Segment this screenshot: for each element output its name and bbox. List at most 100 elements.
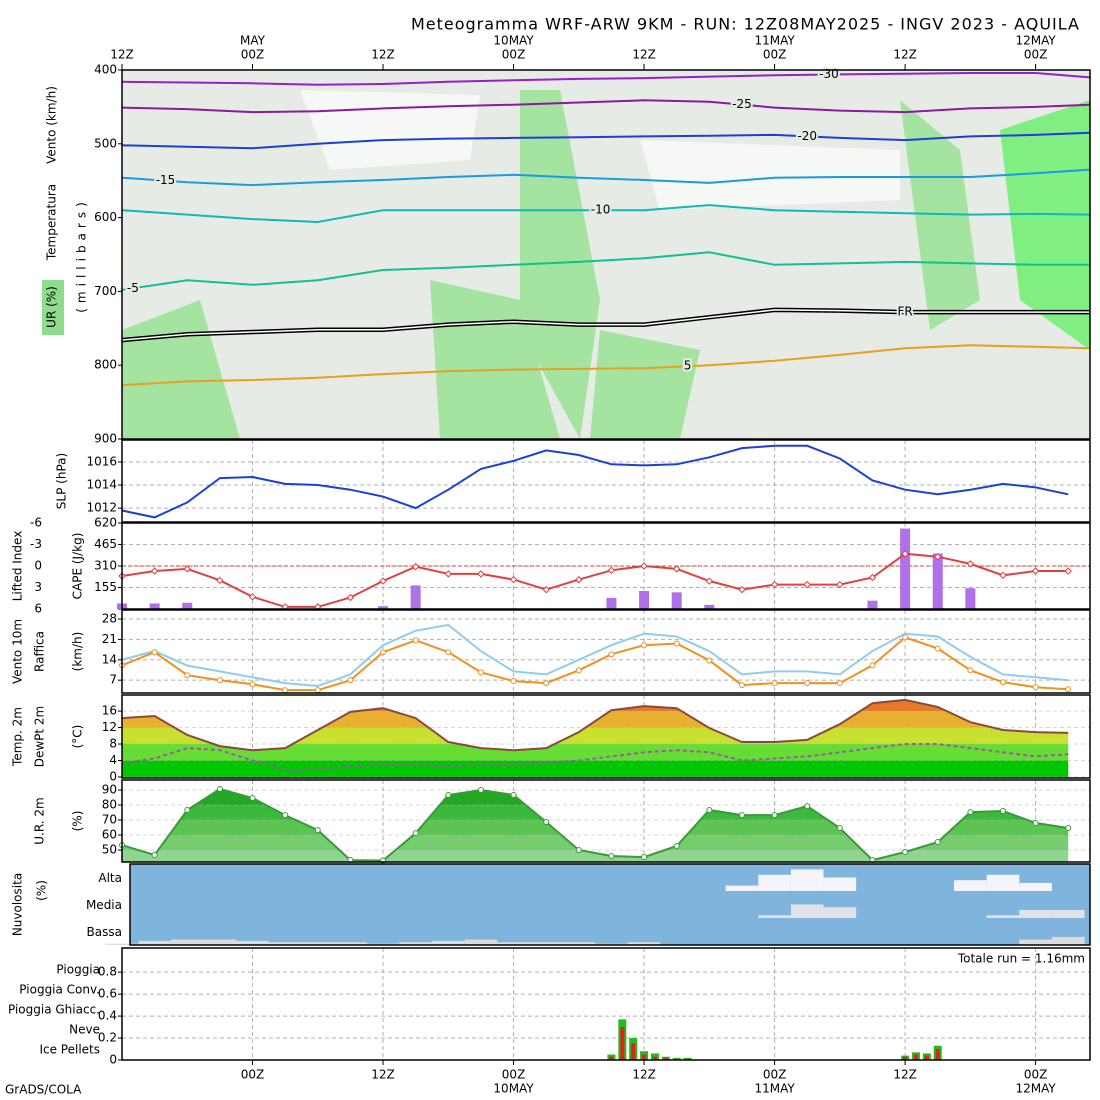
y-tick-label: 1016 [86, 454, 117, 468]
bottom-time-label: 00Z [763, 1068, 787, 1082]
y-tick-label: 21 [102, 632, 117, 646]
point [477, 669, 484, 676]
top-time-label: 12Z [110, 48, 134, 62]
isotherm-line [122, 99, 1090, 114]
area-band [122, 760, 1069, 777]
point [999, 679, 1006, 686]
y-tick-label: 1012 [86, 501, 117, 515]
series-line [121, 444, 1069, 519]
point [738, 682, 745, 689]
humidity-area [430, 280, 560, 439]
point [380, 649, 387, 656]
y-tick-label: 28 [102, 612, 117, 626]
cloud-bar [790, 904, 824, 918]
y-tick-label: 1014 [86, 478, 117, 492]
point [248, 593, 257, 601]
point [314, 687, 321, 694]
point [477, 570, 485, 578]
point [509, 575, 518, 584]
isotherm-line [122, 131, 1090, 150]
series-line [121, 552, 1069, 608]
humidity-area [590, 330, 700, 439]
point [1065, 824, 1072, 831]
isotherm-label: FR [897, 305, 912, 319]
point [282, 687, 289, 694]
y-tick-label: 0 [34, 559, 42, 573]
top-date-label: MAY [240, 34, 266, 48]
panel-frame [121, 609, 1091, 694]
point [804, 680, 811, 687]
panel-frame [121, 694, 1091, 779]
axis-label: (km/h) [71, 632, 85, 672]
legend-entry: Pioggia Ghiacc. [8, 1003, 100, 1017]
y-tick-label: 400 [94, 63, 117, 77]
cape-bar [149, 603, 160, 609]
precip-bar [913, 1054, 918, 1060]
area-band [122, 820, 1069, 836]
cape-bar [932, 553, 943, 609]
y2-tick-label: 155 [94, 580, 117, 594]
point [510, 678, 517, 685]
cloud-level-label: Bassa [87, 925, 122, 939]
axis-label: (%) [71, 811, 85, 832]
cloud-bar [790, 869, 824, 891]
top-time-label: 00Z [1024, 48, 1048, 62]
cape-bar [639, 590, 650, 609]
point [902, 848, 909, 855]
y-tick-label: 70 [102, 813, 117, 827]
y-tick-label: 50 [102, 843, 117, 857]
cloud-bar [725, 885, 759, 891]
point [608, 651, 615, 658]
bottom-time-label: 12Z [632, 1068, 656, 1082]
top-time-label: 12Z [893, 48, 917, 62]
point [836, 580, 844, 589]
axis-label: (°C) [71, 725, 85, 749]
axis-label: Raffica [33, 631, 47, 672]
point [216, 576, 224, 585]
isotherm-line [122, 309, 1090, 341]
y-tick-label: 14 [102, 652, 117, 666]
cloud-bar [464, 939, 498, 945]
point [999, 808, 1006, 815]
point [151, 851, 158, 858]
y2-tick-label: 620 [94, 516, 117, 530]
point [1064, 567, 1072, 575]
point [640, 562, 648, 570]
point [412, 637, 419, 644]
annotation: Totale run = 1.16mm [957, 952, 1085, 966]
area-band [122, 699, 1069, 712]
point [738, 585, 746, 594]
cloud-bar [562, 942, 596, 945]
credit: GrADS/COLA [5, 1083, 82, 1097]
cloud-bar [105, 943, 139, 945]
point [641, 642, 648, 649]
y-tick-label: -6 [30, 516, 42, 530]
point [673, 842, 680, 849]
point [1065, 686, 1072, 693]
cloud-background [130, 864, 1090, 945]
axis-label: Temperatura [45, 184, 59, 261]
y-tick-label: 0 [109, 1053, 117, 1067]
ur-label-background [42, 280, 64, 335]
y-tick-label: 800 [94, 358, 117, 372]
point [379, 577, 387, 585]
bottom-time-label: 12Z [893, 1068, 917, 1082]
top-time-label: 00Z [763, 48, 787, 62]
bottom-date-label: 11MAY [754, 1082, 795, 1096]
top-time-label: 00Z [241, 48, 265, 62]
cloud-bar [170, 939, 204, 945]
y-tick-label: 8 [109, 737, 117, 751]
panel-frame [121, 439, 1091, 523]
area-band [122, 789, 1069, 791]
point [803, 580, 811, 589]
top-date-label: 12MAY [1016, 34, 1057, 48]
precip-bar [652, 1056, 657, 1060]
bottom-time-label: 00Z [241, 1068, 265, 1082]
humidity-area [520, 90, 600, 439]
point [543, 680, 550, 687]
cloud-bar [268, 942, 302, 945]
point [901, 550, 909, 558]
point [771, 812, 778, 819]
y-tick-label: 90 [102, 783, 117, 797]
